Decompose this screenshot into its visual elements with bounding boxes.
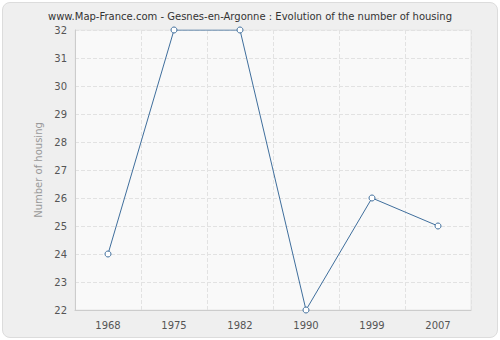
- svg-text:Number of housing: Number of housing: [33, 122, 44, 218]
- svg-text:1990: 1990: [293, 320, 318, 331]
- svg-text:26: 26: [54, 193, 67, 204]
- svg-text:29: 29: [54, 109, 67, 120]
- svg-text:www.Map-France.com - Gesnes-en: www.Map-France.com - Gesnes-en-Argonne :…: [48, 11, 452, 22]
- svg-text:31: 31: [54, 53, 67, 64]
- svg-text:1982: 1982: [227, 320, 252, 331]
- svg-text:30: 30: [54, 81, 67, 92]
- svg-text:22: 22: [54, 305, 67, 316]
- svg-text:25: 25: [54, 221, 67, 232]
- svg-text:1968: 1968: [95, 320, 120, 331]
- svg-text:23: 23: [54, 277, 67, 288]
- svg-text:27: 27: [54, 165, 67, 176]
- svg-text:32: 32: [54, 25, 67, 36]
- svg-text:1999: 1999: [359, 320, 384, 331]
- svg-text:2007: 2007: [425, 320, 450, 331]
- svg-text:1975: 1975: [161, 320, 186, 331]
- svg-text:28: 28: [54, 137, 67, 148]
- svg-text:24: 24: [54, 249, 67, 260]
